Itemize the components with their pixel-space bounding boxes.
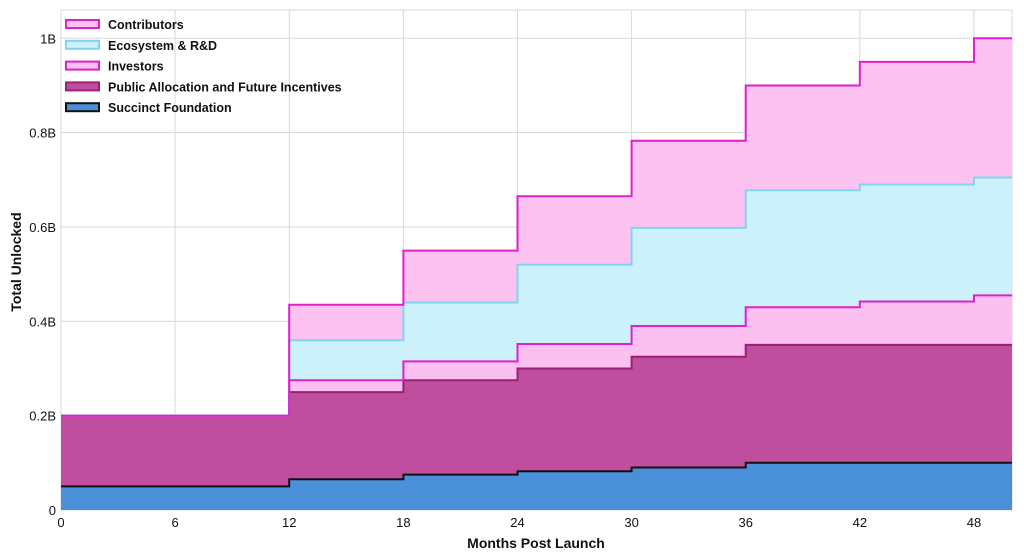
x-tick-label: 24 [510,515,524,530]
series-areas [61,38,1012,510]
y-tick-label: 0.2B [29,409,56,424]
x-tick-label: 48 [967,515,981,530]
y-tick-label: 0 [49,503,56,518]
x-tick-label: 36 [738,515,752,530]
legend-label: Public Allocation and Future Incentives [108,80,342,94]
x-tick-label: 30 [624,515,638,530]
line-succinct-foundation [61,461,1012,488]
y-tick-label: 0.6B [29,220,56,235]
area-contributors [61,38,1012,416]
x-tick-label: 42 [853,515,867,530]
y-axis-label: Total Unlocked [8,212,24,311]
legend: Contributors Ecosystem & R&D Investors Publ… [65,18,342,115]
area-investors [61,295,1012,416]
y-tick-label: 1B [40,31,56,46]
area-succinct-foundation [61,462,1012,510]
legend-swatch [65,39,100,50]
legend-swatch [65,81,100,92]
series-lines [61,37,1012,488]
legend-label: Ecosystem & R&D [108,39,217,53]
y-tick-label: 0.8B [29,126,56,141]
legend-swatch [65,60,100,71]
legend-label: Succinct Foundation [108,101,232,115]
legend-label: Investors [108,60,164,74]
x-tick-label: 12 [282,515,296,530]
x-tick-label: 0 [57,515,64,530]
line-contributors [61,37,1012,417]
x-axis-label: Months Post Launch [467,535,605,551]
area-public-allocation-and-future-incentives [61,344,1012,487]
legend-swatch [65,102,100,113]
x-tick-label: 18 [396,515,410,530]
legend-swatch [65,19,100,29]
y-tick-label: 0.4B [29,314,56,329]
legend-label: Contributors [108,18,184,32]
axes: 0 6 12 18 24 30 36 42 48 0 0.2B 0.4B 0.6B 0.8B 1B [29,31,981,530]
area-ecosystem-r-d [61,177,1012,416]
x-tick-label: 6 [172,515,179,530]
